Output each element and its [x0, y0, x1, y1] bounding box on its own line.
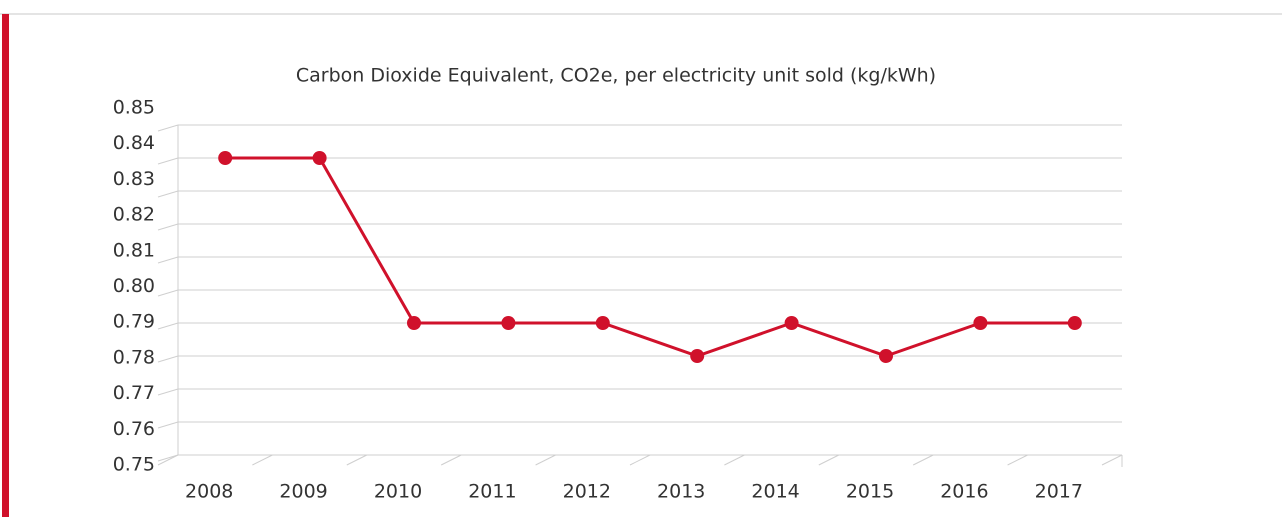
- x-tick-label: 2012: [563, 481, 611, 503]
- y-tick: [157, 124, 179, 132]
- y-tick: [157, 454, 179, 462]
- y-tick: [157, 256, 179, 264]
- chart-title: Carbon Dioxide Equivalent, CO2e, per ele…: [296, 65, 936, 87]
- series-line: [225, 156, 1075, 358]
- data-point: [595, 316, 610, 330]
- y-tick: [157, 157, 179, 165]
- x-tick: [1007, 454, 1028, 466]
- y-tick-label: 0.80: [113, 275, 155, 297]
- x-tick: [252, 454, 273, 466]
- accent-bar: [2, 14, 9, 517]
- y-tick: [157, 322, 179, 330]
- data-point: [312, 151, 327, 165]
- x-tick: [818, 454, 840, 466]
- x-tick-label: 2014: [751, 481, 799, 503]
- data-point: [218, 151, 233, 165]
- x-tick-label: 2009: [279, 481, 327, 503]
- x-tick: [535, 454, 556, 466]
- data-point: [879, 349, 893, 363]
- y-tick: [157, 388, 179, 396]
- y-tick: [157, 223, 179, 231]
- x-tick-label: 2011: [468, 481, 516, 503]
- y-tick-label: 0.76: [113, 418, 155, 440]
- x-tick-label: 2008: [185, 481, 233, 503]
- data-point: [973, 316, 988, 330]
- y-tick-label: 0.85: [113, 97, 155, 119]
- x-tick: [629, 454, 651, 466]
- x-tick: [1101, 454, 1123, 466]
- data-point: [1067, 316, 1082, 330]
- y-tick-label: 0.84: [113, 132, 155, 154]
- x-tick-label: 2015: [846, 481, 894, 503]
- x-tick-label: 2016: [940, 481, 988, 503]
- y-tick-label: 0.75: [113, 454, 155, 476]
- y-tick-label: 0.78: [113, 346, 155, 368]
- x-tick-label: 2017: [1035, 481, 1083, 503]
- y-tick: [157, 421, 179, 429]
- y-tick: [157, 355, 179, 363]
- y-tick-label: 0.83: [113, 168, 155, 190]
- data-point: [407, 316, 421, 330]
- x-tick: [346, 454, 368, 466]
- y-tick-label: 0.77: [113, 382, 155, 404]
- y-tick-label: 0.79: [113, 311, 155, 333]
- x-tick: [912, 454, 934, 466]
- x-tick-label: 2013: [657, 481, 705, 503]
- y-tick-label: 0.81: [113, 239, 155, 261]
- y-tick: [157, 190, 179, 198]
- x-tick: [440, 454, 462, 466]
- y-tick: [157, 289, 179, 297]
- data-point: [784, 316, 799, 330]
- x-tick: [724, 454, 745, 466]
- data-point: [501, 316, 516, 330]
- data-point: [690, 349, 705, 363]
- x-tick: [157, 454, 179, 466]
- x-tick-label: 2010: [374, 481, 422, 503]
- y-tick-label: 0.82: [113, 204, 155, 226]
